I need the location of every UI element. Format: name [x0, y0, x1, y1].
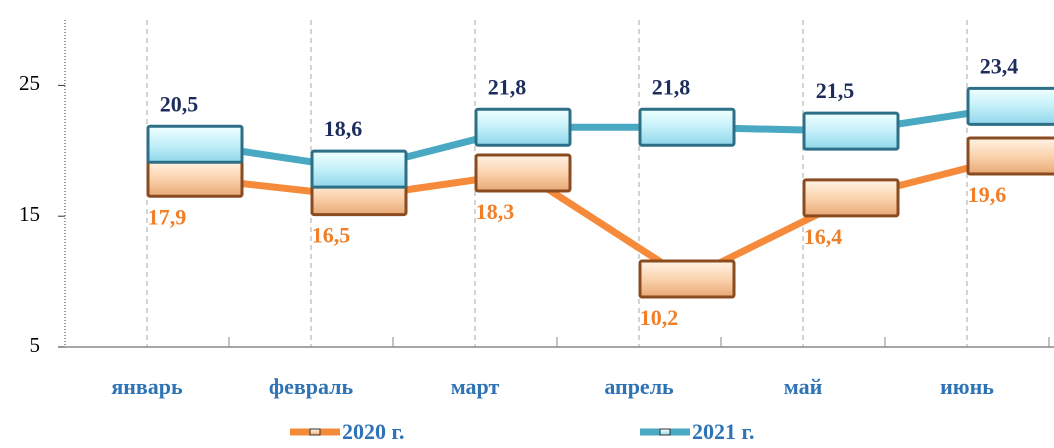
value-label: 19,6 — [968, 182, 1007, 207]
y-tick-label: 15 — [19, 202, 40, 226]
value-label: 17,9 — [148, 204, 187, 229]
legend-marker — [659, 428, 671, 436]
marker — [474, 153, 572, 193]
value-label: 18,3 — [476, 199, 515, 224]
value-label: 16,4 — [804, 224, 843, 249]
value-label: 21,8 — [652, 74, 691, 99]
value-label: 21,8 — [488, 74, 527, 99]
y-tick-label: 5 — [30, 333, 41, 357]
marker — [802, 111, 900, 151]
x-tick-label: март — [451, 374, 500, 399]
x-tick-label: май — [784, 374, 823, 399]
marker — [638, 259, 736, 299]
marker — [966, 136, 1054, 176]
x-tick-label: февраль — [269, 374, 354, 399]
legend-label: 2021 г. — [692, 419, 755, 444]
marker — [802, 178, 900, 218]
marker — [310, 149, 408, 189]
legend-marker — [309, 428, 321, 436]
value-label: 21,5 — [816, 78, 855, 103]
x-tick-label: апрель — [604, 374, 674, 399]
y-tick-label: 25 — [19, 71, 40, 95]
legend-label: 2020 г. — [342, 419, 405, 444]
value-label: 23,4 — [980, 53, 1019, 78]
value-label: 20,5 — [160, 91, 199, 116]
x-tick-label: июнь — [940, 374, 994, 399]
marker — [146, 124, 244, 164]
x-tick-label: январь — [111, 374, 183, 399]
value-label: 16,5 — [312, 223, 351, 248]
marker — [146, 158, 244, 198]
marker — [966, 86, 1054, 126]
marker — [474, 107, 572, 147]
marker — [638, 107, 736, 147]
value-label: 18,6 — [324, 116, 363, 141]
value-label: 10,2 — [640, 305, 679, 330]
